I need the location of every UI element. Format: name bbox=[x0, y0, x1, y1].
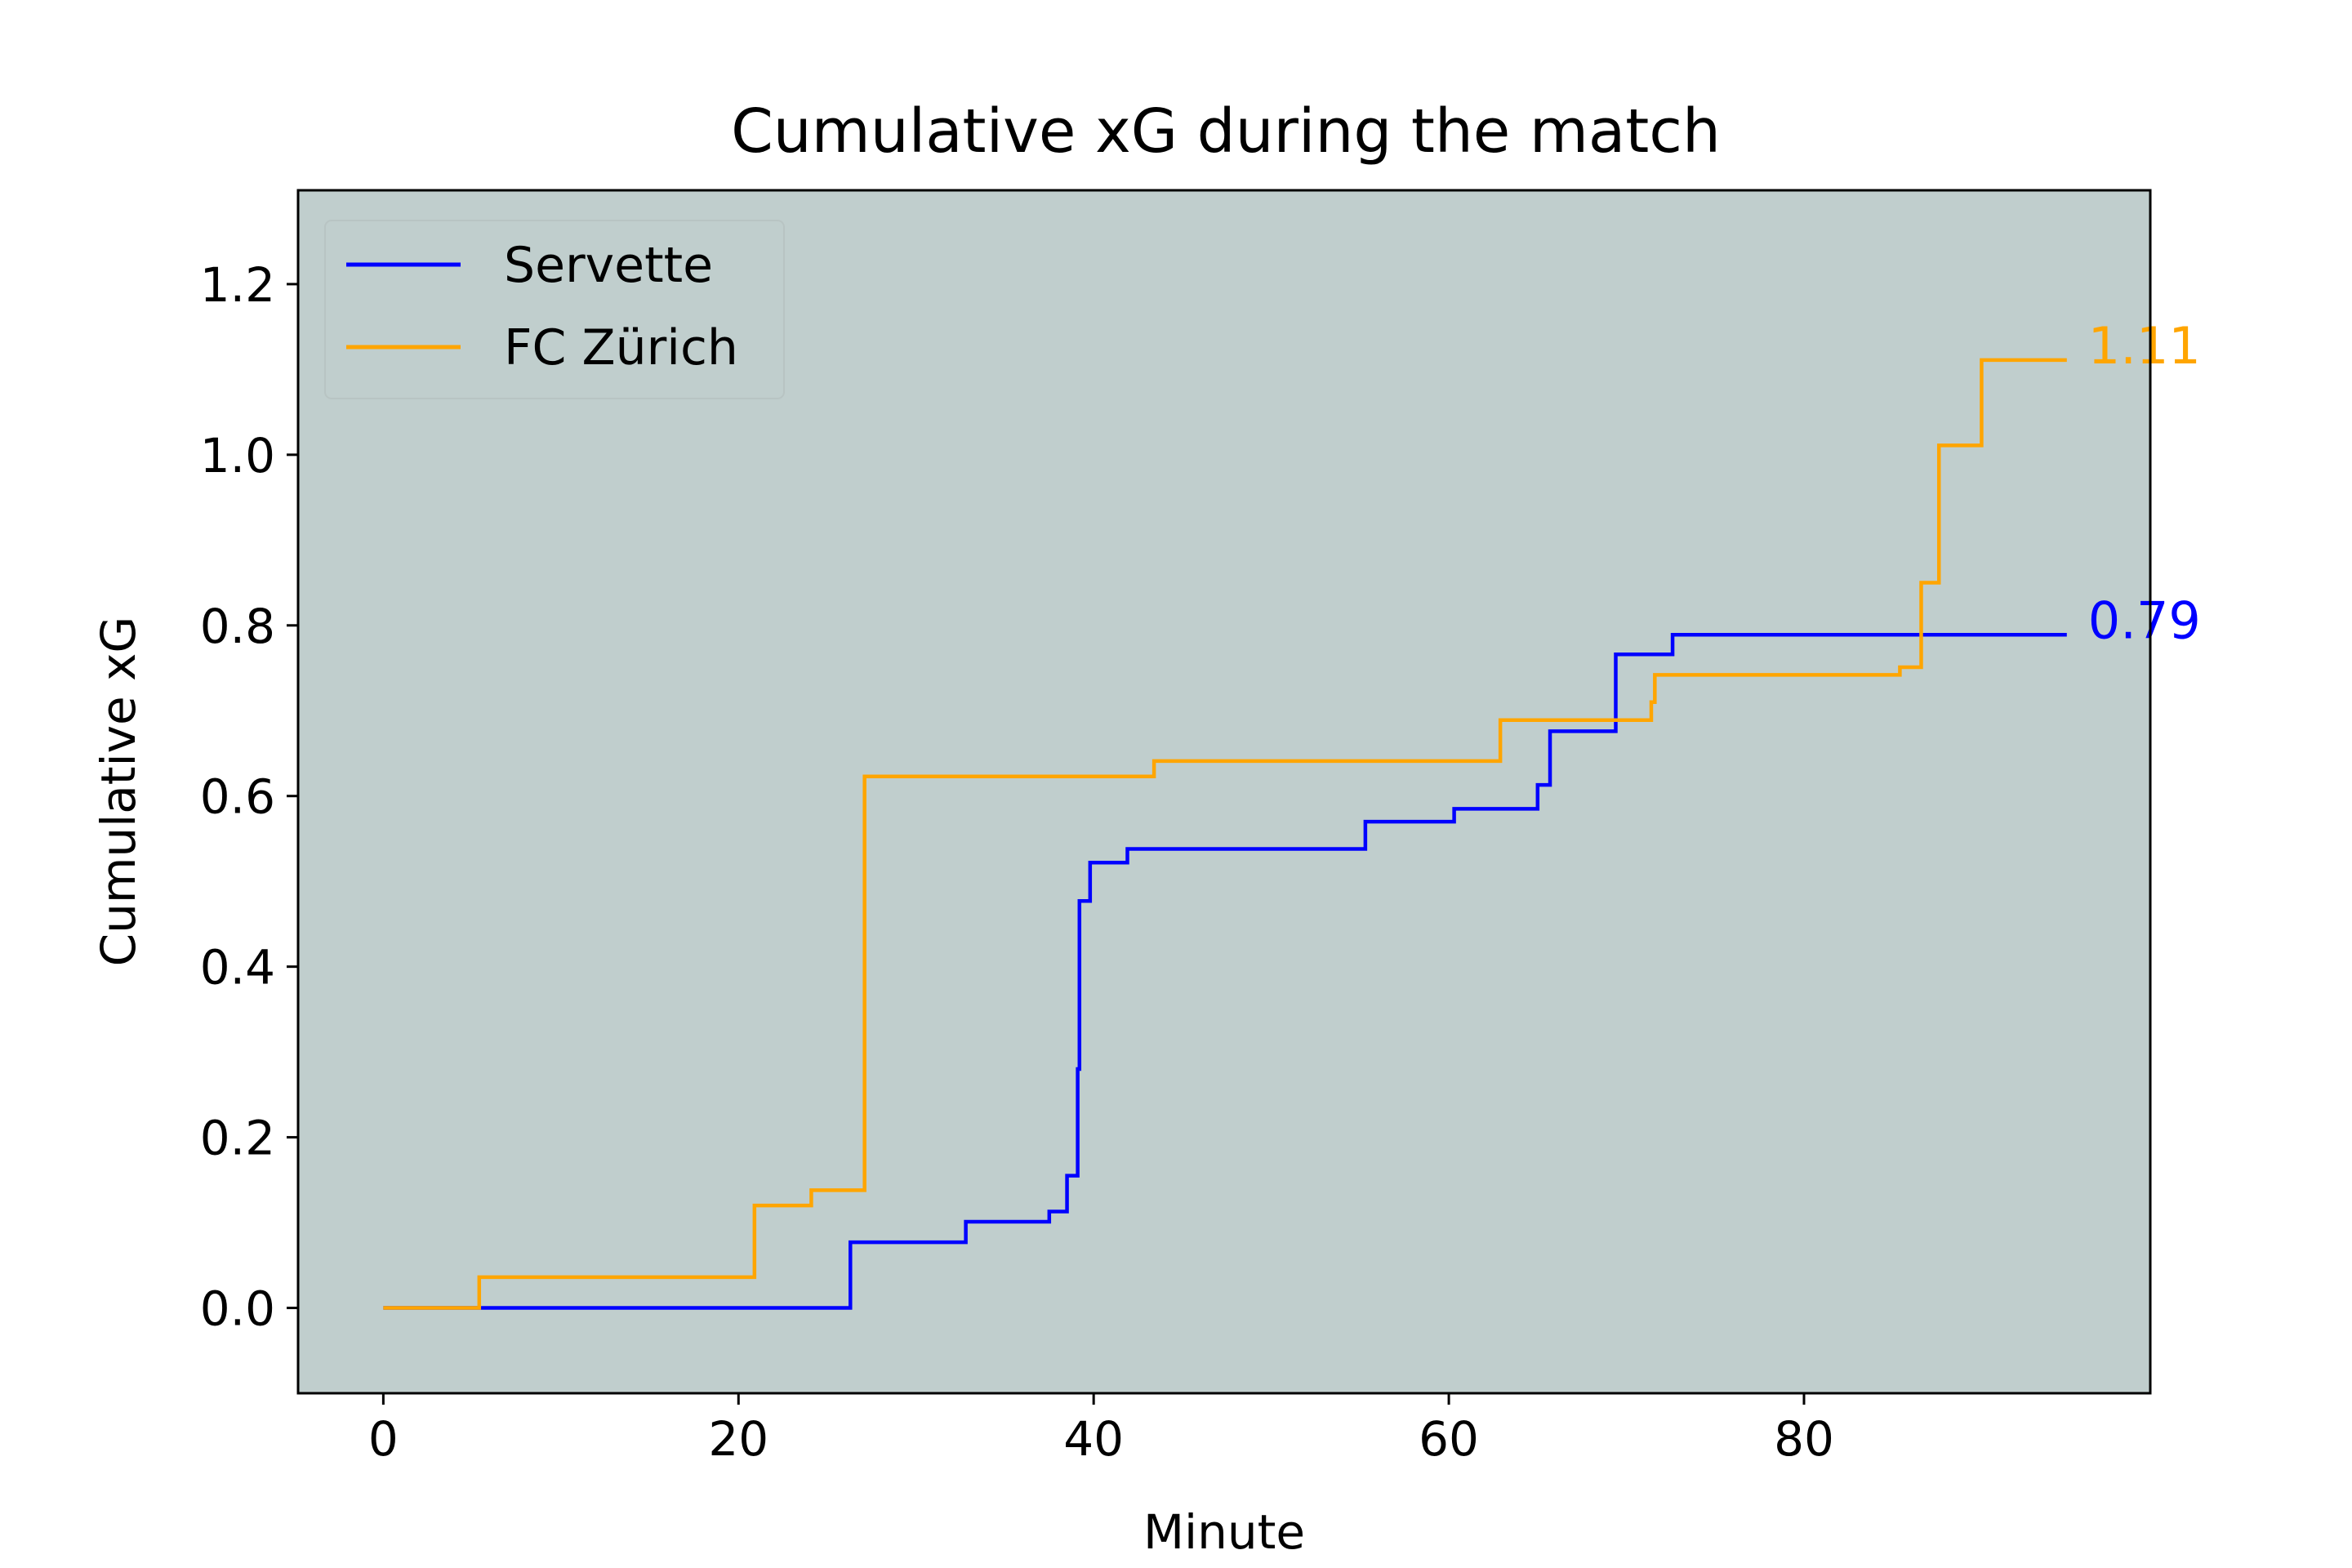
y-tick-label: 0.8 bbox=[200, 599, 275, 654]
y-tick-label: 1.0 bbox=[200, 428, 275, 483]
x-axis-label: Minute bbox=[1143, 1504, 1305, 1560]
y-tick-label: 0.4 bbox=[200, 940, 275, 996]
x-tick-label: 20 bbox=[708, 1411, 768, 1467]
final-value-label-fc-z-rich: 1.11 bbox=[2088, 316, 2201, 376]
legend: Servette FC Zürich bbox=[324, 220, 785, 399]
legend-label-servette: Servette bbox=[504, 237, 713, 294]
x-tick-label: 40 bbox=[1063, 1411, 1124, 1467]
x-tick-label: 80 bbox=[1774, 1411, 1834, 1467]
x-axis: 0 20 40 60 80 bbox=[368, 1393, 1834, 1467]
y-tick-label: 0.0 bbox=[200, 1281, 275, 1337]
y-axis-label: Cumulative xG bbox=[91, 617, 146, 967]
y-axis: 0.0 0.2 0.4 0.6 0.8 1.0 1.2 bbox=[200, 257, 298, 1337]
y-tick-label: 0.6 bbox=[200, 769, 275, 825]
y-tick-label: 0.2 bbox=[200, 1111, 275, 1166]
series-line-servette bbox=[383, 633, 2067, 1310]
legend-label-fc-zurich: FC Zürich bbox=[504, 319, 738, 376]
chart-title: Cumulative xG during the match bbox=[731, 96, 1721, 167]
series-layer: 0.79 1.11 bbox=[383, 316, 2201, 1310]
y-tick-label: 1.2 bbox=[200, 257, 275, 313]
final-value-label-servette: 0.79 bbox=[2088, 590, 2201, 650]
plot-frame bbox=[296, 189, 2152, 1395]
x-tick-label: 0 bbox=[368, 1411, 399, 1467]
series-line-fc-z-rich bbox=[383, 358, 2067, 1310]
x-tick-label: 60 bbox=[1419, 1411, 1479, 1467]
